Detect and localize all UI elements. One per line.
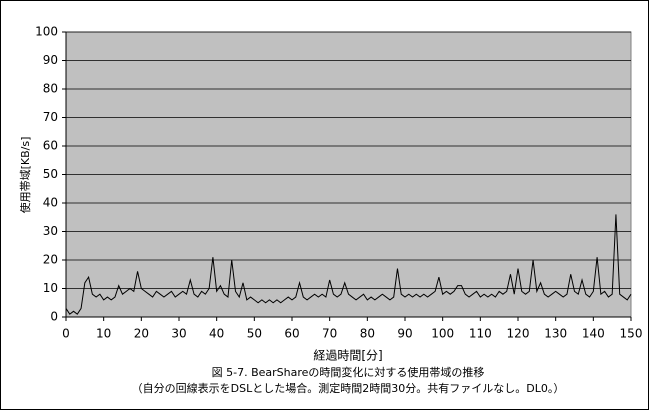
y-tick-label: 90 — [43, 53, 58, 67]
y-tick-label: 60 — [43, 139, 58, 153]
x-tick-label: 60 — [284, 327, 299, 341]
y-tick-label: 20 — [43, 253, 58, 267]
y-tick-label: 50 — [43, 167, 58, 181]
x-tick-label: 40 — [209, 327, 224, 341]
y-tick-label: 10 — [43, 281, 58, 295]
chart-subtitle: （自分の回線表示をDSLとした場合。測定時間2時間30分。共有ファイルなし。DL… — [132, 381, 565, 395]
x-tick-label: 0 — [62, 327, 70, 341]
x-tick-label: 90 — [397, 327, 412, 341]
data-line — [65, 214, 632, 315]
x-tick-label: 130 — [544, 327, 567, 341]
y-tick-label: 30 — [43, 224, 58, 238]
x-tick-label: 110 — [469, 327, 492, 341]
y-tick-label: 0 — [50, 310, 58, 324]
x-tick-label: 30 — [171, 327, 186, 341]
x-tick-label: 150 — [620, 327, 643, 341]
x-tick-label: 70 — [322, 327, 337, 341]
chart-title: 図 5-7. BearShareの時間変化に対する使用帯域の推移 — [212, 365, 485, 379]
x-tick-label: 50 — [247, 327, 262, 341]
x-tick-label: 80 — [360, 327, 375, 341]
x-axis-label: 経過時間[分] — [313, 349, 382, 363]
x-tick-label: 120 — [507, 327, 530, 341]
y-tick-label: 80 — [43, 82, 58, 96]
x-tick-label: 140 — [582, 327, 605, 341]
x-tick-label: 10 — [96, 327, 111, 341]
y-tick-label: 100 — [35, 25, 58, 39]
y-tick-label: 40 — [43, 196, 58, 210]
x-tick-label: 20 — [134, 327, 149, 341]
y-tick-label: 70 — [43, 110, 58, 124]
y-axis-label: 使用帯域[KB/s] — [19, 137, 32, 214]
x-tick-label: 100 — [431, 327, 454, 341]
